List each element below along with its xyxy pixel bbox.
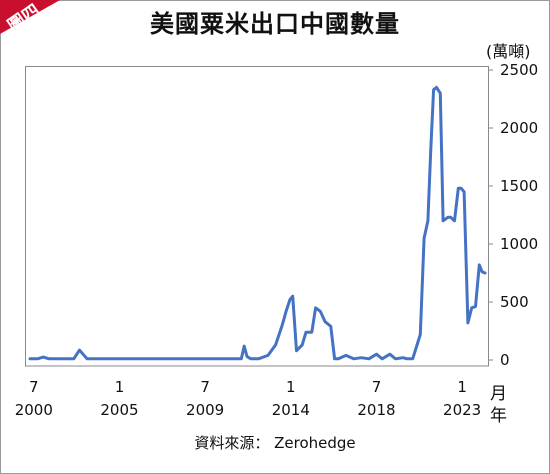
- x-tick-year-1: 2005: [100, 401, 138, 419]
- y-tick-label-0: 0: [500, 351, 510, 369]
- x-tick-year-4: 2018: [357, 401, 395, 419]
- x-tick-month-0: 7: [29, 378, 39, 396]
- x-tick-month-1: 1: [115, 378, 125, 396]
- x-tick-month-5: 1: [457, 378, 467, 396]
- x-tick-month-2: 7: [200, 378, 210, 396]
- source-note: 資料來源： Zerohedge: [194, 434, 356, 452]
- chart-title: 美國粟米出口中國數量: [150, 10, 400, 38]
- y-tick-label-1: 500: [500, 293, 529, 311]
- x-tick-year-5: 2023: [443, 401, 481, 419]
- series-line-0: [28, 85, 487, 361]
- y-tick-label-3: 1500: [500, 177, 538, 195]
- y-tick-label-4: 2000: [500, 119, 538, 137]
- x-tick-month-3: 1: [286, 378, 296, 396]
- y-axis-unit: (萬噸): [486, 42, 531, 61]
- x-axis-month-suffix: 月: [490, 384, 507, 404]
- y-tick-label-2: 1000: [500, 235, 538, 253]
- x-tick-month-4: 7: [372, 378, 382, 396]
- x-tick-year-3: 2014: [272, 401, 310, 419]
- plot-area: [25, 66, 489, 366]
- x-axis-year-suffix: 年: [490, 406, 507, 426]
- x-tick-year-2: 2009: [186, 401, 224, 419]
- y-tick-label-5: 2500: [500, 61, 538, 79]
- x-tick-year-0: 2000: [15, 401, 53, 419]
